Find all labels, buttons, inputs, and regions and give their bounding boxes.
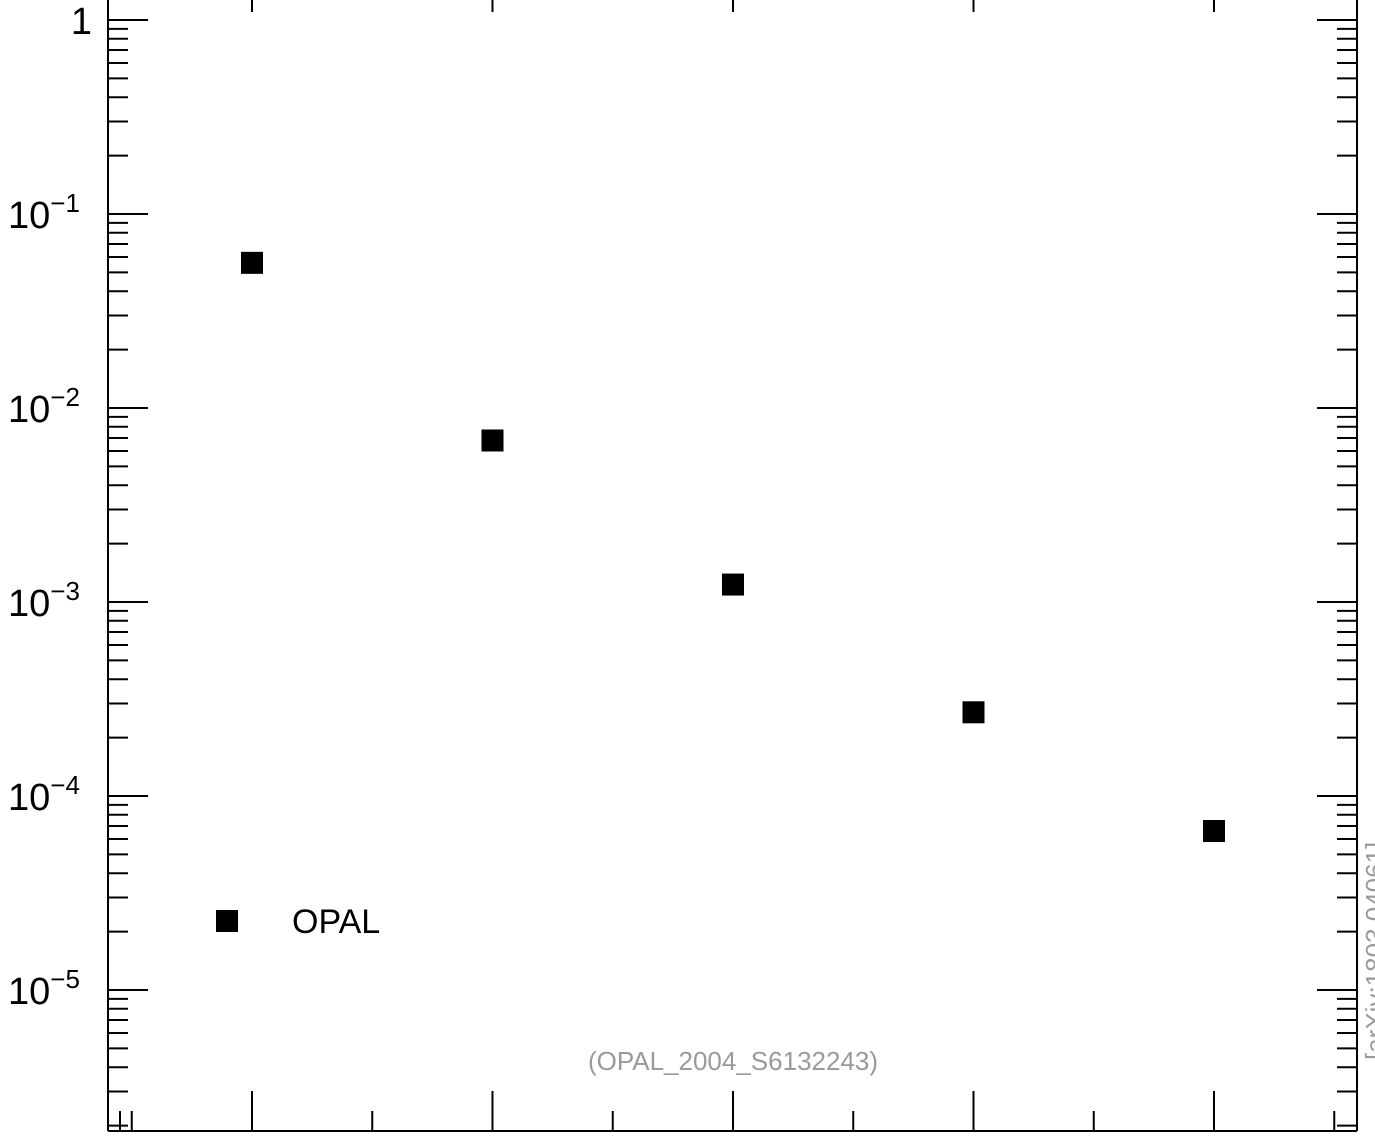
y-tick-mantissa: 10 bbox=[8, 389, 50, 431]
data-point-opal bbox=[481, 429, 504, 452]
y-tick-label: 10−1 bbox=[8, 188, 80, 237]
x-axis bbox=[119, 0, 1336, 1131]
y-tick-label: 10−4 bbox=[8, 770, 80, 819]
y-axis: 110−110−210−310−410−5 bbox=[8, 1, 1357, 1127]
y-tick-exponent: −2 bbox=[50, 382, 80, 412]
y-tick-exponent: −4 bbox=[50, 770, 80, 800]
y-tick-mantissa: 10 bbox=[8, 971, 50, 1013]
y-tick-label: 10−5 bbox=[8, 964, 80, 1013]
data-point-opal bbox=[241, 251, 263, 274]
analysis-id-annotation: (OPAL_2004_S6132243) bbox=[588, 1046, 878, 1076]
data-points bbox=[241, 251, 1225, 843]
y-tick-exponent: −1 bbox=[50, 188, 80, 218]
plot-frame bbox=[107, 0, 1358, 1132]
data-point-opal bbox=[722, 573, 744, 596]
y-tick-exponent: −5 bbox=[50, 964, 80, 994]
data-point-opal bbox=[1203, 820, 1225, 843]
y-tick-mantissa: 10 bbox=[8, 195, 50, 237]
y-tick-label: 1 bbox=[71, 1, 92, 43]
y-tick-exponent: −3 bbox=[50, 576, 80, 606]
y-tick-mantissa: 10 bbox=[8, 777, 50, 819]
legend: OPAL bbox=[216, 903, 380, 941]
y-tick-label: 10−2 bbox=[8, 382, 80, 431]
y-tick-mantissa: 10 bbox=[8, 583, 50, 625]
y-tick-mantissa: 1 bbox=[71, 1, 92, 43]
legend-label-opal: OPAL bbox=[292, 903, 380, 941]
y-tick-label: 10−3 bbox=[8, 576, 80, 625]
data-point-opal bbox=[962, 701, 985, 724]
side-reference-text: [arXiv:1803.04061] bbox=[1360, 842, 1375, 1060]
legend-marker-opal bbox=[216, 910, 238, 932]
